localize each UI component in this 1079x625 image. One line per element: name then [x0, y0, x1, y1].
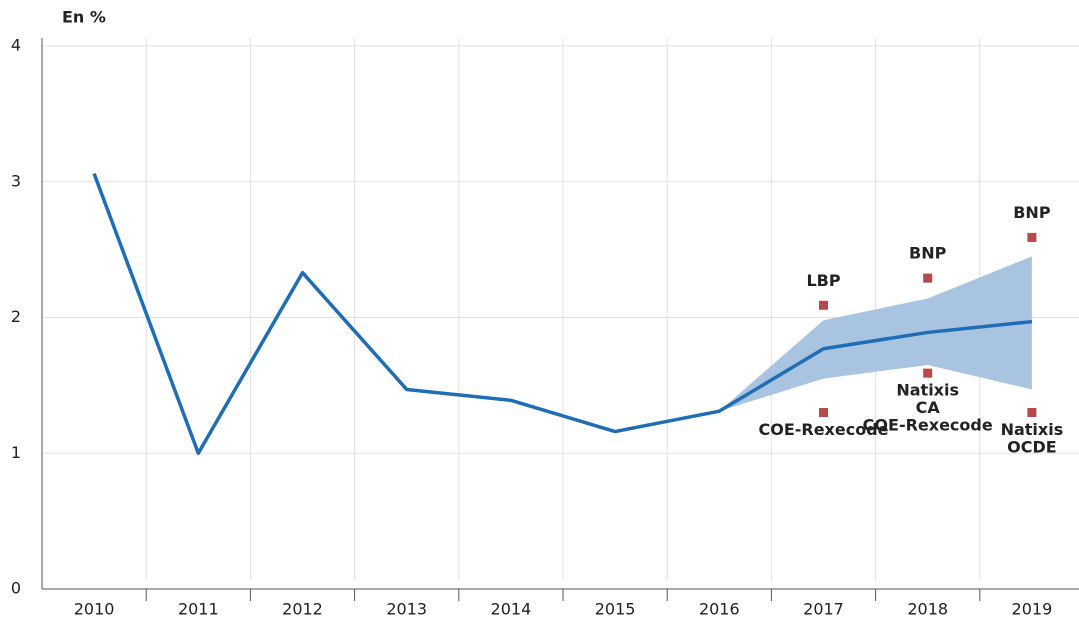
forecast-label: BNP: [1013, 203, 1051, 222]
forecast-band: [719, 256, 1032, 412]
forecast-label: OCDE: [1007, 438, 1057, 457]
forecast-label: Natixis: [896, 381, 959, 400]
forecast-point: [819, 408, 828, 418]
y-axis-label: En %: [62, 8, 106, 27]
x-tick-label: 2013: [386, 600, 427, 619]
y-tick-label: 0: [11, 579, 21, 598]
forecast-point: [819, 300, 828, 310]
forecast-label: COE-Rexecode: [758, 420, 888, 439]
x-tick-label: 2015: [595, 600, 636, 619]
forecast-label: BNP: [909, 244, 947, 263]
y-tick-label: 2: [11, 307, 21, 326]
x-tick-label: 2010: [74, 600, 115, 619]
line: [92, 172, 1033, 455]
x-tick-label: 2017: [803, 600, 844, 619]
forecast-point: [1027, 408, 1037, 418]
x-tick-label: 2018: [907, 600, 948, 619]
forecast-label: CA: [916, 398, 941, 417]
y-tick-label: 3: [11, 171, 21, 190]
x-tick-label: 2012: [282, 600, 323, 619]
x-tick-label: 2011: [178, 600, 219, 619]
forecast-point: [923, 368, 933, 378]
forecast-point: [923, 273, 933, 283]
x-tick-label: 2016: [699, 600, 740, 619]
forecast-label: Natixis: [1001, 420, 1064, 439]
forecast-label: COE-Rexecode: [863, 416, 993, 435]
forecast-label: LBP: [806, 271, 840, 290]
x-tick-label: 2019: [1012, 600, 1053, 619]
y-tick-label: 1: [11, 443, 21, 462]
y-tick-label: 4: [11, 36, 21, 55]
forecast-point: [1027, 232, 1037, 242]
x-tick-label: 2014: [491, 600, 532, 619]
